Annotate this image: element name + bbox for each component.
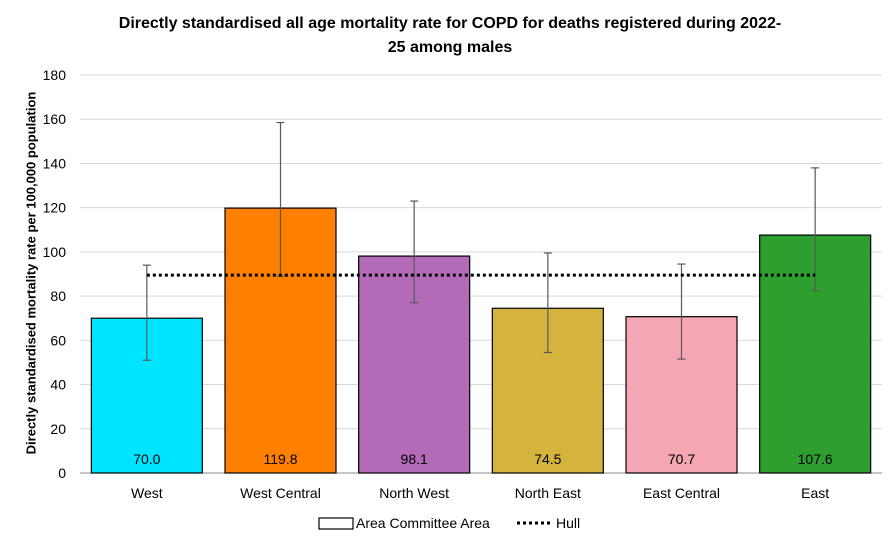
- y-tick-label: 60: [50, 332, 66, 348]
- legend-swatch-area: [318, 517, 354, 530]
- y-tick-label: 20: [50, 421, 66, 437]
- y-tick-label: 100: [43, 244, 67, 260]
- value-label: 74.5: [534, 451, 561, 467]
- chart-title-line-2: 25 among males: [387, 39, 513, 56]
- y-tick-label: 40: [50, 377, 66, 393]
- value-labels: 70.0 119.8 98.1 74.5 70.7 107.6: [133, 451, 833, 467]
- gridlines: [80, 74, 882, 474]
- y-tick-label: 80: [50, 288, 66, 304]
- legend: Area Committee Area Hull: [318, 515, 580, 531]
- y-tick-label: 140: [43, 155, 67, 171]
- x-tick-label: West Central: [240, 485, 321, 501]
- x-tick-label: West: [131, 485, 163, 501]
- x-tick-label: East Central: [643, 485, 720, 501]
- value-label: 70.0: [133, 451, 160, 467]
- value-label: 107.6: [798, 451, 833, 467]
- x-tick-label: East: [801, 485, 829, 501]
- y-tick-label: 0: [58, 465, 66, 481]
- x-tick-label: North West: [379, 485, 449, 501]
- value-label: 119.8: [264, 451, 298, 467]
- y-axis-ticks: 0 20 40 60 80 100 120 140 160 180: [43, 67, 67, 481]
- value-label: 98.1: [401, 451, 428, 467]
- chart-title-line-1: Directly standardised all age mortality …: [118, 15, 782, 32]
- legend-label-hull: Hull: [556, 515, 580, 531]
- y-tick-label: 180: [43, 67, 67, 83]
- x-axis-ticks: West West Central North West North East East…: [131, 485, 829, 501]
- y-tick-label: 160: [43, 111, 67, 127]
- y-tick-label: 120: [43, 200, 67, 216]
- x-tick-label: North East: [515, 485, 581, 501]
- legend-label-area: Area Committee Area: [356, 515, 490, 531]
- value-label: 70.7: [668, 451, 695, 467]
- chart-title: Directly standardised all age mortality …: [100, 12, 800, 60]
